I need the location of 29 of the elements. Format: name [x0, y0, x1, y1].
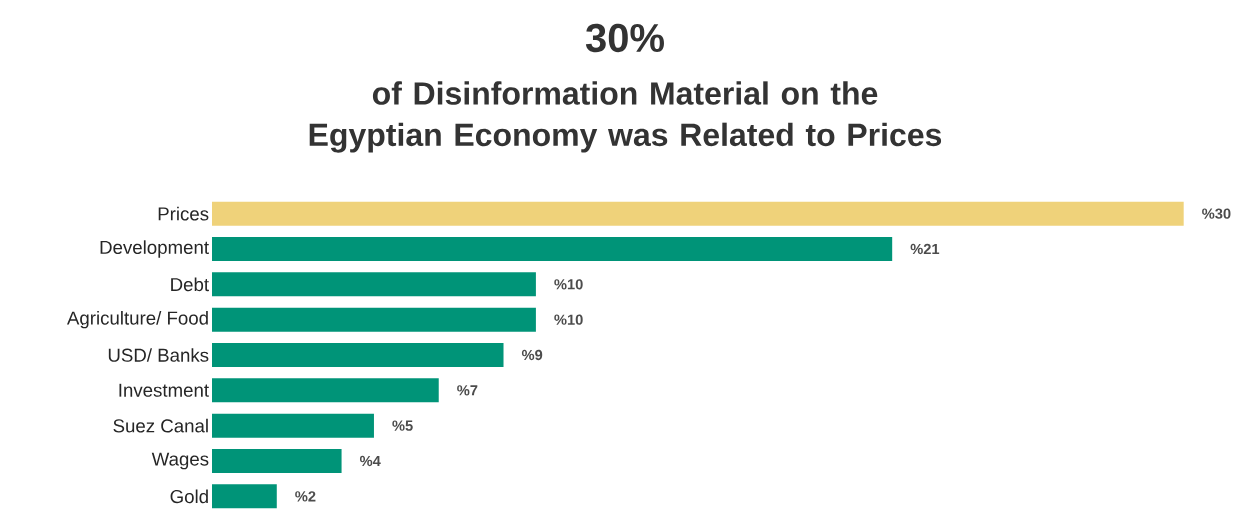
- data-label: %10: [554, 279, 583, 290]
- y-tick-label: Development: [100, 240, 209, 258]
- y-tick-label: USD/ Banks: [108, 348, 209, 362]
- y-tick-label: Debt: [171, 277, 209, 292]
- data-label: %7: [457, 385, 478, 396]
- bar: [212, 307, 536, 332]
- y-tick-label: Investment: [119, 383, 209, 397]
- data-label: %4: [359, 455, 381, 467]
- y-tick-label: Suez Canal: [113, 418, 208, 433]
- bar: [212, 484, 277, 509]
- chart-subtitle: of Disinformation Material on the Egyptian Economy was Related to Prices: [309, 81, 942, 153]
- bar: [212, 378, 439, 403]
- data-label: %21: [910, 243, 940, 255]
- bar: [212, 236, 893, 261]
- data-label: %9: [521, 349, 543, 361]
- data-label: %10: [554, 314, 583, 325]
- bar: [212, 413, 374, 438]
- y-tick-label: Gold: [170, 489, 208, 504]
- bar: [212, 201, 1184, 226]
- chart-title: 30%: [585, 23, 664, 53]
- y-tick-label: Wages: [151, 452, 209, 470]
- y-tick-label: Prices: [158, 206, 209, 221]
- y-tick-label: Agriculture/ Food: [66, 310, 208, 329]
- data-label: %5: [392, 420, 413, 431]
- data-label: %30: [1202, 208, 1231, 219]
- bar: [212, 272, 536, 297]
- data-label: %2: [295, 491, 316, 502]
- bar: [212, 448, 342, 473]
- bar: [212, 342, 504, 367]
